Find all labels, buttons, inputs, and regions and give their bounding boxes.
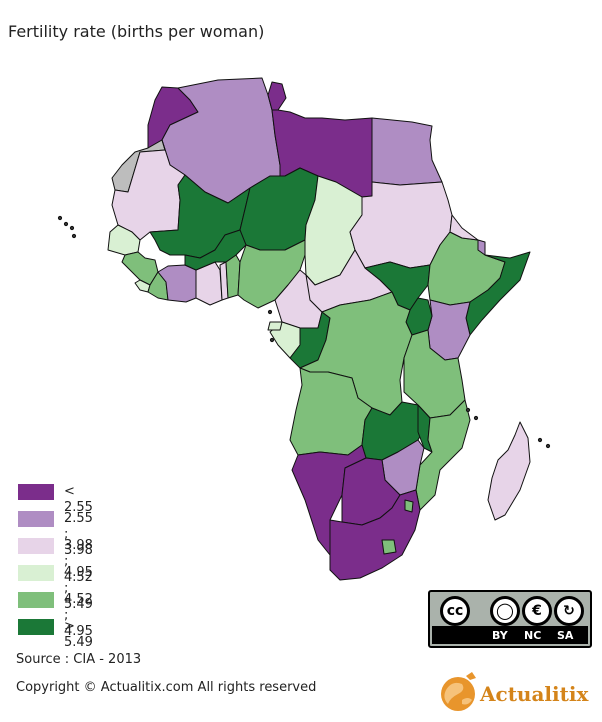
island-marker (465, 407, 471, 413)
cc-icon: cc (440, 596, 470, 626)
region-eritrea[interactable] (449, 214, 479, 241)
region-burkina-faso[interactable] (184, 229, 247, 271)
creative-commons-badge[interactable]: cc ◯ € ↻ BY NC SA (428, 590, 592, 648)
attribution-icon: ◯ (490, 596, 520, 626)
region-senegal[interactable] (107, 224, 141, 256)
actualitix-logo: Actualitix (436, 670, 588, 718)
legend-swatch (18, 592, 54, 608)
island-marker (71, 233, 77, 239)
island-marker (473, 415, 479, 421)
license-nc: NC (524, 629, 542, 642)
legend-label: 4.52 ; 4.95 (64, 592, 93, 639)
legend-label: < 2.55 (64, 484, 93, 515)
legend-swatch (18, 538, 54, 554)
legend-label: 2.55 ; 3.98 (64, 511, 93, 558)
legend-label: 3.98 ; 4.52 (64, 538, 93, 585)
legend-swatch (18, 511, 54, 527)
copyright-note: Copyright © Actualitix.com All rights re… (16, 680, 317, 695)
island-marker (267, 309, 273, 315)
license-bar (432, 626, 588, 644)
legend-swatch (18, 565, 54, 581)
island-marker (269, 337, 275, 343)
region-lesotho[interactable] (381, 539, 397, 555)
region-mozambique[interactable] (415, 399, 471, 511)
island-marker (545, 443, 551, 449)
license-by: BY (492, 629, 508, 642)
license-sa: SA (557, 629, 574, 642)
island-marker (537, 437, 543, 443)
legend-label: 4.95 ; 5.49 (64, 565, 93, 612)
legend-swatch (18, 484, 54, 500)
island-marker (69, 225, 75, 231)
region-tunisia[interactable] (267, 81, 287, 111)
legend-swatch (18, 619, 54, 635)
region-egypt[interactable] (371, 117, 443, 186)
globe-icon (441, 672, 476, 711)
map-title: Fertility rate (births per woman) (8, 22, 265, 41)
region-madagascar[interactable] (487, 421, 531, 521)
island-marker (63, 221, 69, 227)
brand-name: Actualitix (480, 682, 589, 706)
sharealike-icon: ↻ (554, 596, 584, 626)
region-swaziland[interactable] (404, 499, 414, 513)
noncommercial-icon: € (522, 596, 552, 626)
source-note: Source : CIA - 2013 (16, 652, 142, 667)
island-marker (57, 215, 63, 221)
region-south-africa[interactable] (329, 489, 421, 581)
region-equatorial-guinea[interactable] (267, 321, 283, 331)
legend-label: > 5.49 (64, 619, 93, 650)
region-sierra-leone[interactable] (134, 279, 151, 293)
